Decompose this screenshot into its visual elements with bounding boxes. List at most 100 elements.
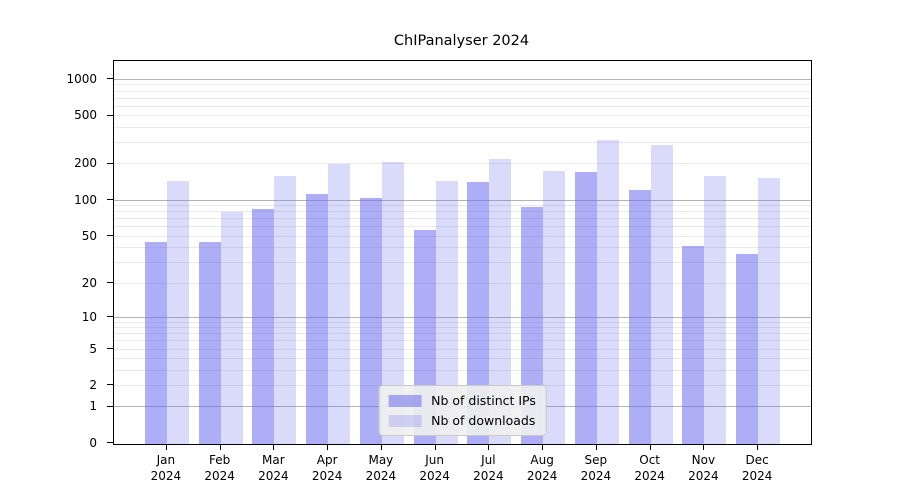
bar-downloads: [704, 176, 727, 444]
y-tick-mark: [107, 384, 113, 386]
bar-distinct-ips: [521, 206, 544, 444]
legend-label-distinct-ips: Nb of distinct IPs: [431, 393, 536, 408]
minor-gridline: [114, 369, 811, 371]
bar-distinct-ips: [359, 197, 382, 444]
bar-downloads: [543, 170, 566, 444]
x-tick-label: Oct 2024: [634, 453, 665, 483]
x-tick-label: Dec 2024: [741, 453, 773, 483]
bar-group: [355, 61, 409, 444]
minor-gridline: [114, 282, 811, 284]
x-tick-mark: [542, 444, 544, 450]
x-tick-mark: [380, 444, 382, 450]
x-tick-label: Jun 2024: [419, 453, 450, 483]
minor-gridline: [114, 211, 811, 213]
y-tick-mark: [107, 199, 113, 201]
x-tick-mark: [273, 444, 275, 450]
x-tick-mark: [327, 444, 329, 450]
y-tick-label: 5: [89, 341, 97, 356]
bar-group: [301, 61, 355, 444]
bar-group: [194, 61, 248, 444]
bar-distinct-ips: [574, 172, 597, 444]
bar-downloads: [274, 176, 297, 444]
y-tick-mark: [107, 162, 113, 164]
minor-gridline: [114, 105, 811, 107]
minor-gridline: [114, 333, 811, 335]
x-tick-label: Nov 2024: [688, 453, 719, 483]
x-tick-mark: [595, 444, 597, 450]
x-tick-mark: [165, 444, 167, 450]
bar-downloads: [650, 145, 673, 444]
y-tick-mark: [107, 316, 113, 317]
minor-gridline: [114, 262, 811, 263]
bar-downloads: [489, 159, 512, 444]
legend-swatch-downloads: [388, 414, 422, 427]
y-tick-mark: [107, 442, 113, 444]
minor-gridline: [114, 348, 811, 350]
bar-distinct-ips: [198, 242, 221, 444]
x-tick-label: Feb 2024: [204, 453, 235, 483]
x-tick-label: Apr 2024: [311, 453, 343, 483]
minor-gridline: [114, 142, 811, 144]
y-tick-mark: [107, 114, 113, 116]
bar-distinct-ips: [467, 182, 490, 444]
minor-gridline: [114, 340, 811, 342]
y-tick-mark: [107, 78, 113, 80]
minor-gridline: [114, 235, 811, 237]
x-tick-label: Aug 2024: [526, 453, 558, 483]
bar-group: [516, 61, 570, 444]
y-tick-mark: [107, 405, 113, 407]
bar-group: [570, 61, 624, 444]
bar-distinct-ips: [144, 242, 167, 444]
minor-gridline: [114, 97, 811, 99]
legend-label-downloads: Nb of downloads: [431, 413, 536, 428]
x-tick-label: Jul 2024: [473, 453, 504, 483]
minor-gridline: [114, 321, 811, 323]
legend-row-downloads: Nb of downloads: [388, 413, 536, 428]
y-tick-label: 0: [89, 436, 97, 450]
y-tick-label: 10: [81, 309, 97, 324]
bar-downloads: [758, 177, 781, 444]
bars-layer: [114, 61, 811, 444]
x-tick-label: Jan 2024: [150, 453, 182, 483]
y-tick-label: 2: [89, 378, 97, 393]
bar-group: [248, 61, 302, 444]
minor-gridline: [114, 205, 811, 207]
minor-gridline: [114, 90, 811, 92]
legend-swatch-distinct-ips: [388, 394, 422, 407]
x-tick-label: Mar 2024: [258, 453, 289, 483]
major-gridline: [114, 199, 811, 201]
major-gridline: [114, 78, 811, 80]
bar-group: [678, 61, 732, 444]
y-tick-label: 1000: [66, 71, 97, 86]
y-tick-label: 50: [81, 228, 97, 243]
y-tick-label: 200: [74, 156, 97, 171]
x-tick-mark: [703, 444, 705, 450]
y-tick-mark: [107, 235, 113, 237]
legend: Nb of distinct IPs Nb of downloads: [378, 385, 547, 436]
minor-gridline: [114, 226, 811, 228]
minor-gridline: [114, 84, 811, 86]
minor-gridline: [114, 247, 811, 249]
chart-title: ChIPanalyser 2024: [393, 33, 530, 49]
y-tick-label: 1: [89, 399, 97, 414]
minor-gridline: [114, 327, 811, 329]
bar-distinct-ips: [736, 253, 759, 444]
bar-downloads: [166, 181, 189, 444]
minor-gridline: [114, 358, 811, 360]
minor-gridline: [114, 218, 811, 220]
x-tick-mark: [649, 444, 651, 450]
x-tick-mark: [488, 444, 490, 450]
major-gridline: [114, 316, 811, 318]
bar-distinct-ips: [252, 209, 275, 444]
minor-gridline: [114, 163, 811, 165]
bar-group: [140, 61, 194, 444]
y-tick-label: 500: [74, 108, 97, 123]
x-tick-mark: [757, 444, 759, 450]
y-axis: 0 1 2 5 10 20 50 100 200 500 1000: [0, 0, 113, 500]
bar-downloads: [328, 164, 351, 444]
x-tick-label: May 2024: [365, 453, 397, 483]
bar-group: [463, 61, 517, 444]
bar-downloads: [435, 181, 458, 444]
